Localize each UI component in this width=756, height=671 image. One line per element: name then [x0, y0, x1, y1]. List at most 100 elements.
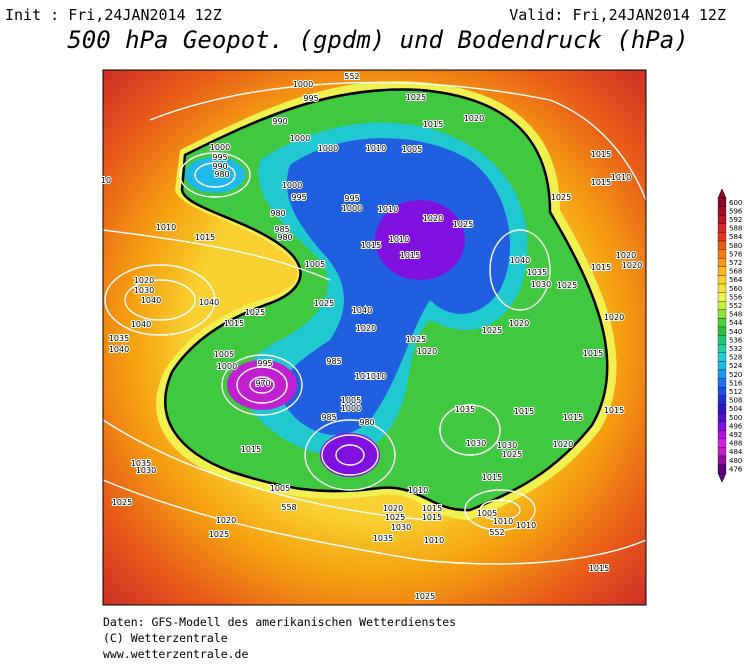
isobar-label: 1015: [241, 445, 261, 454]
isobar-label: 1010: [156, 223, 176, 232]
colorbar-swatch: [717, 352, 727, 362]
colorbar-label: 556: [729, 293, 743, 301]
isobar-label: 980: [270, 209, 285, 218]
footer: Daten: GFS-Modell des amerikanischen Wet…: [103, 614, 456, 662]
isobar-label: 990: [212, 162, 227, 171]
isobar-label: 1030: [134, 286, 154, 295]
colorbar-label: 532: [729, 345, 742, 353]
colorbar-swatch: [717, 275, 727, 285]
colorbar-swatch: [717, 326, 727, 336]
colorbar-swatch: [717, 430, 727, 439]
colorbar-label: 484: [729, 448, 743, 456]
colorbar-swatch: [717, 206, 727, 216]
isobar-label: 1030: [466, 439, 486, 448]
colorbar-swatch: [717, 404, 727, 414]
isobar-label: 1030: [531, 280, 551, 289]
isobar-label: 1035: [527, 268, 547, 277]
colorbar-label: 536: [729, 336, 743, 344]
isobar-label: 1015: [400, 251, 420, 260]
footer-line: Daten: GFS-Modell des amerikanischen Wet…: [103, 615, 457, 629]
colorbar-label: 596: [729, 207, 743, 215]
isobar-label: 1000: [217, 362, 237, 371]
isobar-label: 1000: [318, 144, 338, 153]
colorbar-swatch: [717, 215, 727, 224]
isobar-label: 1020: [616, 251, 636, 260]
isobar-label: 1035: [109, 334, 129, 343]
isobar-label: 1025: [415, 592, 435, 601]
isobar-label: 1005: [305, 260, 325, 269]
isobar-label: 1005: [214, 350, 234, 359]
colorbar-swatch: [717, 412, 727, 422]
colorbar-label: 584: [729, 233, 743, 241]
valid-time: Valid: Fri,24JAN2014 12Z: [509, 6, 726, 24]
isobar-label: 1015: [422, 504, 442, 513]
isobar-label: 1025: [406, 93, 426, 102]
colorbar-label: 512: [729, 388, 742, 396]
isobar-label: 558: [281, 503, 296, 512]
colorbar-label: 568: [729, 268, 742, 276]
isobar-label: 995: [291, 193, 306, 202]
colorbar-swatch: [717, 344, 727, 353]
isobar-label: 995: [212, 153, 227, 162]
isobar-label: 1030: [391, 523, 411, 532]
isobar-label: 1020: [464, 114, 484, 123]
isobar-label: 1015: [482, 473, 502, 482]
isobar-label: 985: [274, 225, 289, 234]
isobar-label: 1020: [356, 324, 376, 333]
map-field: [103, 70, 646, 605]
isobar-label: 1000: [282, 181, 302, 190]
footer-line: www.wetterzentrale.de: [103, 647, 249, 661]
colorbar-label: 600: [729, 199, 742, 207]
isobar-label: 1015: [589, 564, 609, 573]
isobar-label: 1025: [551, 193, 571, 202]
isobar-label: 1025: [314, 299, 334, 308]
colorbar-label: 496: [729, 422, 743, 430]
colorbar-swatch: [717, 301, 727, 310]
colorbar-label: 520: [729, 371, 742, 379]
isobar-label: 1020: [383, 504, 403, 513]
colorbar-swatch: [717, 223, 727, 233]
colorbar-label: 564: [729, 276, 743, 284]
isobar-label: 10: [101, 176, 111, 185]
init-time: Init : Fri,24JAN2014 12Z: [5, 6, 222, 24]
colorbar-label: 572: [729, 259, 742, 267]
colorbar-swatch: [717, 232, 727, 242]
colorbar-swatch: [717, 421, 727, 431]
isobar-label: 1020: [553, 440, 573, 449]
colorbar-label: 504: [729, 405, 743, 413]
isobar-label: 980: [277, 233, 292, 242]
isobar-label: 1015: [422, 513, 442, 522]
colorbar-label: 524: [729, 362, 743, 370]
isobar-label: 1040: [141, 296, 161, 305]
title: 500 hPa Geopot. (gpdm) und Bodendruck (h…: [67, 26, 689, 54]
isobar-label: 1030: [497, 441, 517, 450]
colorbar-label: 552: [729, 302, 742, 310]
colorbar-swatch: [717, 335, 727, 345]
isobar-label: 1020: [622, 261, 642, 270]
isobar-label: 1040: [109, 345, 129, 354]
isobar-label: 1005: [270, 484, 290, 493]
isobar-label: 1025: [245, 308, 265, 317]
colorbar-label: 560: [729, 285, 742, 293]
isobar-label: 552: [489, 528, 504, 537]
isobar-label: 1010: [516, 521, 536, 530]
isobar-label: 1015: [604, 406, 624, 415]
colorbar-swatch: [717, 240, 727, 250]
isobar-label: 1040: [510, 256, 530, 265]
isobar-label: 1010: [424, 536, 444, 545]
colorbar-label: 544: [729, 319, 743, 327]
isobar-label: 1000: [341, 404, 361, 413]
isobar-label: 552: [344, 72, 359, 81]
colorbar-swatch: [717, 361, 727, 371]
colorbar-swatch: [717, 455, 727, 465]
isobar-label: 1020: [134, 276, 154, 285]
isobar-label: 995: [344, 194, 359, 203]
isobar-label: 1010: [389, 235, 409, 244]
colorbar-label: 516: [729, 379, 743, 387]
isobar-label: 1005: [341, 396, 361, 405]
isobar-label: 1000: [293, 80, 313, 89]
colorbar-swatch: [717, 266, 727, 276]
isobar-label: 985: [326, 357, 341, 366]
